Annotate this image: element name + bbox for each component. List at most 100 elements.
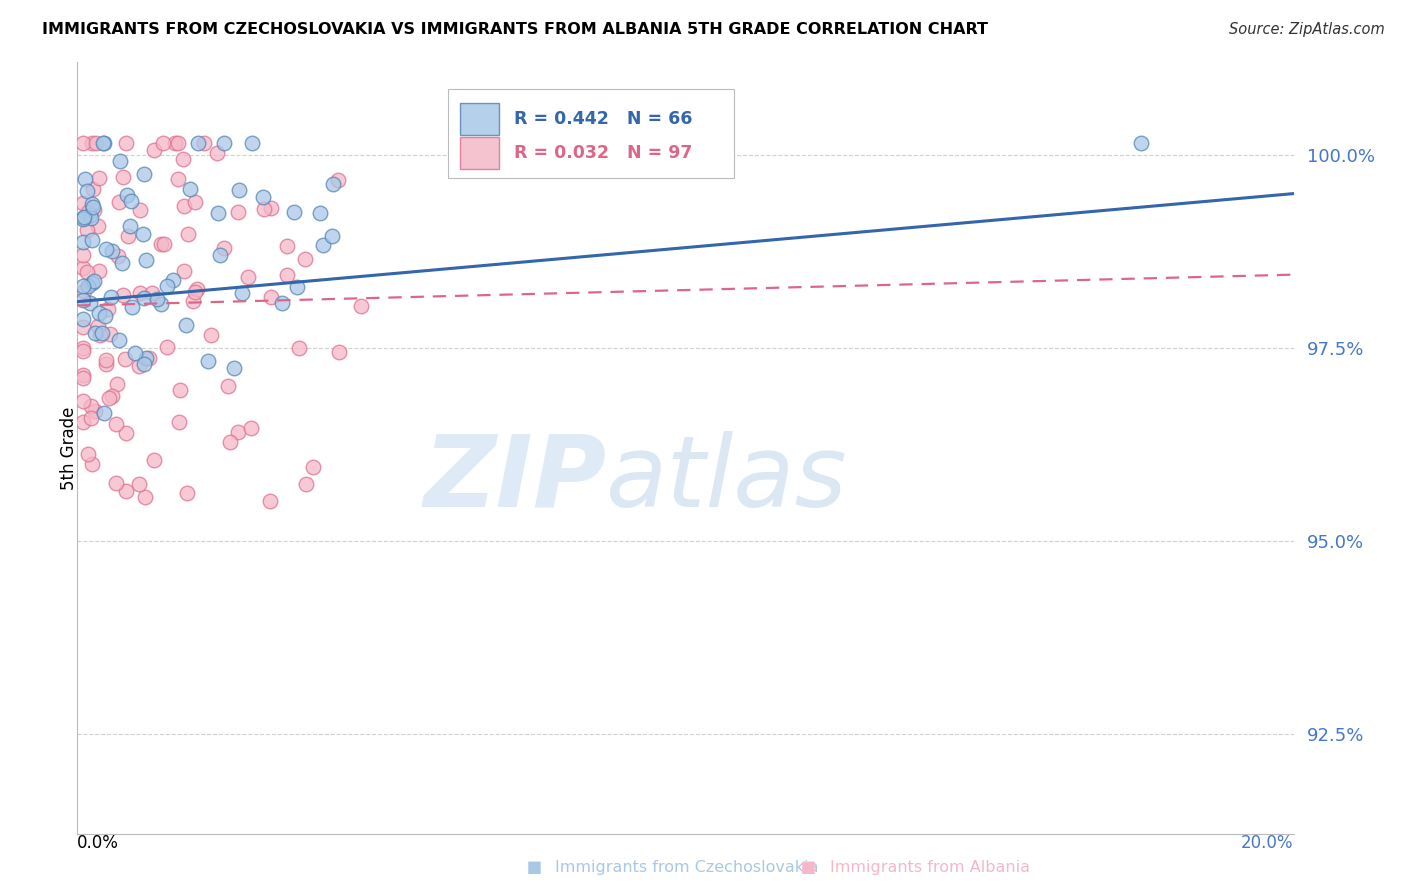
Point: [80, 458, 103, 472]
Point: [87, 219, 110, 233]
Point: [80, 136, 103, 151]
Point: [93, 310, 115, 324]
Point: [200, 327, 222, 342]
Point: [128, 359, 150, 373]
Point: [134, 167, 156, 181]
Point: [100, 290, 122, 304]
Point: [217, 379, 239, 393]
Point: [104, 475, 127, 490]
Point: [111, 288, 134, 302]
Point: [228, 183, 250, 197]
Point: [89, 171, 111, 186]
Point: [121, 300, 143, 314]
Point: [208, 247, 231, 261]
Point: [82, 197, 104, 211]
Text: IMMIGRANTS FROM CZECHOSLOVAKIA VS IMMIGRANTS FROM ALBANIA 5TH GRADE CORRELATION : IMMIGRANTS FROM CZECHOSLOVAKIA VS IMMIGR…: [42, 22, 988, 37]
Point: [98, 392, 121, 406]
Point: [152, 136, 174, 151]
Point: [111, 169, 134, 184]
Point: [207, 205, 229, 219]
Point: [162, 273, 184, 287]
Point: [98, 327, 121, 342]
Point: [89, 306, 111, 320]
Point: [117, 229, 139, 244]
Point: [83, 274, 105, 288]
Point: [132, 292, 155, 306]
Text: atlas: atlas: [606, 431, 848, 527]
Point: [153, 237, 176, 252]
Y-axis label: 5th Grade: 5th Grade: [60, 407, 77, 490]
Text: R = 0.442   N = 66: R = 0.442 N = 66: [515, 110, 692, 128]
Point: [193, 136, 215, 151]
Text: 0.0%: 0.0%: [77, 834, 120, 852]
Point: [179, 182, 201, 196]
Text: 20.0%: 20.0%: [1241, 834, 1294, 852]
Point: [218, 434, 240, 449]
Point: [132, 357, 155, 371]
Point: [165, 136, 187, 151]
Point: [87, 264, 110, 278]
FancyBboxPatch shape: [449, 89, 734, 178]
Point: [184, 194, 207, 209]
Point: [72, 393, 94, 408]
Point: [89, 328, 111, 343]
Point: [72, 368, 94, 383]
Point: [124, 346, 146, 360]
Point: [236, 269, 259, 284]
Point: [174, 318, 197, 332]
Point: [104, 417, 127, 431]
Point: [253, 202, 276, 216]
Point: [308, 205, 330, 219]
Point: [240, 421, 263, 435]
Point: [259, 290, 281, 304]
Point: [226, 205, 249, 219]
Point: [108, 154, 131, 169]
Point: [72, 343, 94, 358]
Point: [80, 399, 103, 413]
Point: [94, 242, 117, 256]
Point: [72, 196, 94, 211]
Point: [107, 249, 129, 263]
Point: [322, 177, 344, 191]
FancyBboxPatch shape: [460, 103, 499, 135]
Point: [302, 460, 325, 475]
Point: [77, 279, 100, 293]
Point: [80, 211, 103, 226]
Point: [72, 211, 94, 226]
Point: [187, 136, 209, 151]
Point: [73, 172, 96, 186]
Point: [169, 415, 191, 429]
Point: [212, 136, 235, 151]
Point: [83, 326, 105, 340]
Point: [231, 285, 253, 300]
Point: [150, 297, 173, 311]
Point: [72, 293, 94, 307]
Point: [107, 333, 129, 347]
Point: [173, 199, 195, 213]
Point: [184, 285, 207, 299]
Text: R = 0.032   N = 97: R = 0.032 N = 97: [515, 144, 692, 161]
Point: [72, 235, 94, 249]
Point: [141, 285, 163, 300]
Point: [84, 404, 107, 418]
Point: [166, 136, 188, 151]
Point: [73, 210, 96, 224]
Point: [72, 312, 94, 326]
Point: [94, 357, 117, 371]
Point: [72, 342, 94, 356]
Point: [82, 182, 104, 196]
Point: [173, 264, 195, 278]
Point: [107, 194, 129, 209]
Point: [114, 351, 136, 366]
Point: [145, 292, 167, 306]
Point: [328, 344, 350, 359]
Point: [97, 301, 120, 316]
Point: [77, 205, 100, 219]
Point: [181, 294, 204, 309]
Point: [214, 241, 236, 255]
Point: [72, 248, 94, 262]
Point: [177, 227, 200, 241]
Point: [79, 296, 101, 310]
Point: [197, 354, 219, 368]
Text: Immigrants from Czechoslovakia: Immigrants from Czechoslovakia: [555, 860, 818, 874]
